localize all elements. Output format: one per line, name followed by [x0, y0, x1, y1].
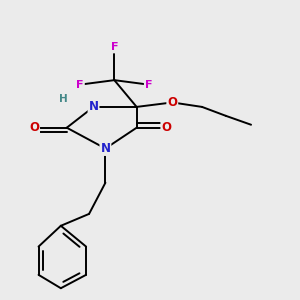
- Text: F: F: [76, 80, 84, 90]
- Text: N: N: [88, 100, 98, 113]
- Text: F: F: [111, 43, 118, 52]
- Text: O: O: [161, 121, 171, 134]
- Text: F: F: [145, 80, 152, 90]
- Text: H: H: [59, 94, 68, 104]
- Text: O: O: [29, 121, 39, 134]
- Text: O: O: [167, 96, 177, 109]
- Text: N: N: [100, 142, 110, 155]
